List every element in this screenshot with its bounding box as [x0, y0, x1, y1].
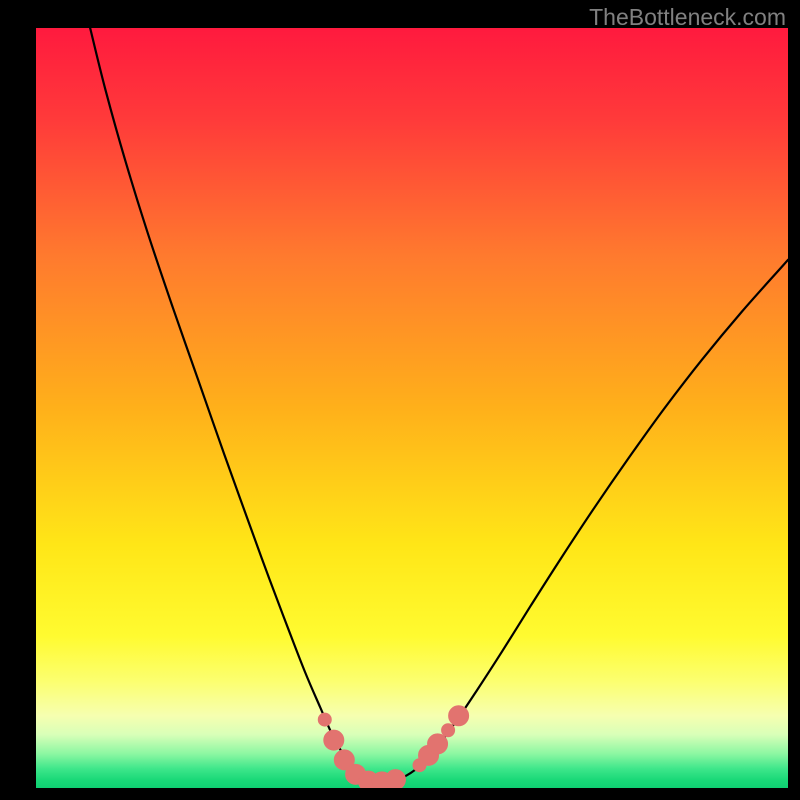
curve-marker [385, 770, 405, 788]
v-curve-path [90, 28, 788, 782]
curve-marker [449, 706, 469, 726]
curve-marker [442, 724, 455, 737]
chart-frame: TheBottleneck.com [0, 0, 800, 800]
curve-marker [324, 730, 344, 750]
curve-markers [318, 706, 468, 788]
bottleneck-curve [36, 28, 788, 788]
curve-marker [428, 734, 448, 754]
watermark-text: TheBottleneck.com [589, 4, 786, 31]
plot-area [36, 28, 788, 788]
curve-marker [318, 713, 331, 726]
